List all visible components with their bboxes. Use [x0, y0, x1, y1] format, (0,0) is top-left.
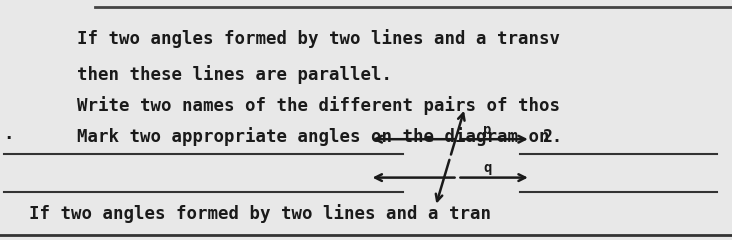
- Text: 2.: 2.: [542, 128, 561, 146]
- Text: If two angles formed by two lines and a tran: If two angles formed by two lines and a …: [29, 204, 491, 223]
- Text: .: .: [4, 125, 14, 144]
- Text: q: q: [483, 161, 491, 175]
- Text: then these lines are parallel.: then these lines are parallel.: [77, 65, 392, 84]
- Text: If two angles formed by two lines and a transv: If two angles formed by two lines and a …: [77, 29, 560, 48]
- Text: p: p: [483, 123, 491, 137]
- Text: Write two names of the different pairs of thos: Write two names of the different pairs o…: [77, 96, 560, 115]
- Text: Mark two appropriate angles on the diagram on: Mark two appropriate angles on the diagr…: [77, 127, 549, 146]
